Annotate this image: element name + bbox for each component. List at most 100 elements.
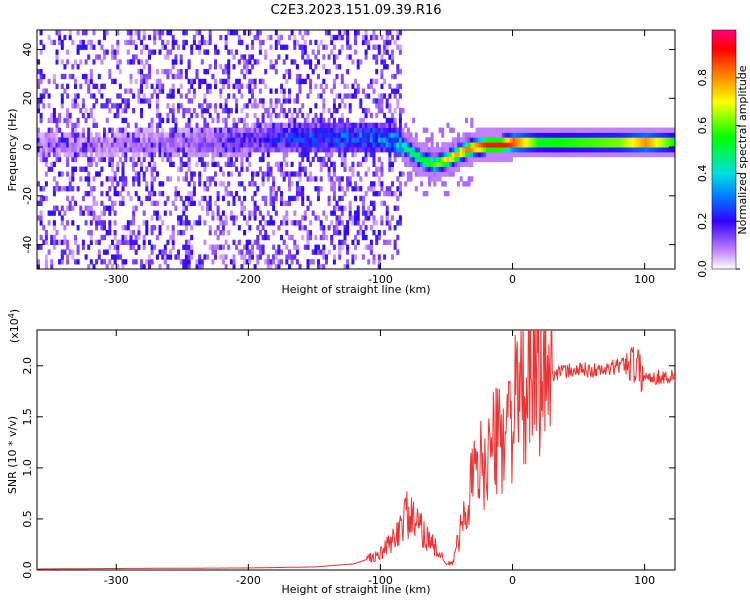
- heat-cell: [361, 254, 365, 260]
- heat-cell: [338, 215, 342, 221]
- heat-cell: [306, 147, 310, 153]
- heat-cell: [472, 132, 476, 138]
- heat-cell: [52, 191, 56, 197]
- heat-cell: [50, 112, 54, 119]
- heat-cell: [121, 176, 125, 182]
- heat-cell: [39, 49, 43, 55]
- heat-cell: [126, 88, 130, 94]
- heat-cell: [354, 220, 357, 226]
- heat-cell: [306, 132, 310, 138]
- heat-cell: [306, 239, 310, 245]
- heat-cell: [369, 239, 373, 245]
- heat-cell: [177, 132, 180, 138]
- heat-cell: [446, 191, 450, 197]
- heat-cell: [97, 147, 101, 153]
- heat-cell: [177, 108, 180, 114]
- heat-cell: [272, 132, 276, 138]
- heat-cell: [163, 147, 167, 153]
- heat-cell: [343, 225, 347, 231]
- heat-cell: [87, 112, 91, 119]
- heat-cell: [391, 122, 394, 128]
- heat-cell: [642, 132, 645, 138]
- heat-cell: [383, 254, 387, 260]
- heat-cell: [388, 54, 392, 60]
- heat-cell: [184, 225, 188, 231]
- heat-cell: [266, 166, 270, 172]
- heat-cell: [47, 117, 51, 124]
- heat-cell: [132, 156, 136, 163]
- heat-cell: [652, 151, 656, 158]
- heat-cell: [248, 259, 252, 265]
- heat-cell: [293, 210, 297, 216]
- heat-cell: [343, 166, 347, 172]
- heat-cell: [568, 137, 571, 143]
- heat-cell: [348, 166, 352, 172]
- heat-cell: [89, 234, 93, 241]
- heat-cell: [89, 161, 93, 167]
- heat-cell: [251, 244, 254, 250]
- heat-cell: [568, 127, 571, 133]
- heat-cell: [314, 244, 318, 250]
- colorbar: 0.00.20.40.60.8 Normalized spectral ampl…: [696, 29, 749, 278]
- heat-cell: [111, 239, 114, 245]
- heat-cell: [565, 127, 569, 133]
- heat-cell: [322, 98, 326, 104]
- heat-cell: [148, 49, 151, 55]
- heat-cell: [359, 176, 363, 182]
- heat-cell: [340, 127, 344, 133]
- heat-cell: [216, 225, 220, 231]
- heat-cell: [332, 147, 336, 153]
- heat-cell: [398, 83, 402, 89]
- heat-cell: [76, 249, 80, 255]
- heat-cell: [44, 264, 48, 269]
- heat-cell: [227, 93, 231, 99]
- heat-cell: [383, 93, 387, 99]
- heat-cell: [425, 161, 429, 167]
- heat-cell: [256, 239, 260, 245]
- heat-cell: [298, 83, 302, 89]
- heat-cell: [118, 59, 122, 65]
- heat-cell: [406, 151, 410, 158]
- heat-cell: [343, 142, 347, 148]
- heat-cell: [169, 249, 173, 255]
- heat-cell: [124, 127, 128, 133]
- heat-cell: [457, 161, 460, 167]
- heat-cell: [182, 30, 186, 36]
- heat-cell: [465, 147, 468, 153]
- heat-cell: [118, 176, 122, 182]
- heat-cell: [140, 127, 143, 133]
- heat-cell: [295, 78, 299, 85]
- heat-cell: [488, 156, 492, 163]
- heat-cell: [377, 132, 381, 138]
- heat-cell: [385, 127, 389, 133]
- heat-cell: [203, 181, 207, 187]
- heat-cell: [388, 127, 392, 133]
- heat-cell: [586, 132, 590, 138]
- heat-cell: [206, 186, 210, 192]
- heat-cell: [81, 142, 85, 148]
- heat-cell: [280, 127, 283, 133]
- heat-cell: [229, 137, 233, 143]
- heat-cell: [171, 108, 175, 114]
- heat-cell: [293, 34, 297, 41]
- heat-cell: [375, 69, 379, 75]
- heat-cell: [274, 39, 278, 46]
- heat-cell: [256, 30, 260, 36]
- heat-cell: [232, 83, 236, 89]
- heat-cell: [311, 156, 315, 163]
- heat-cell: [615, 127, 619, 133]
- heat-cell: [177, 69, 180, 75]
- x-tick-label: 0: [509, 574, 516, 587]
- heat-cell: [549, 137, 553, 143]
- heat-cell: [66, 259, 70, 265]
- heat-cell: [237, 142, 241, 148]
- heat-cell: [71, 151, 75, 158]
- heat-cell: [467, 132, 471, 138]
- heat-cell: [325, 215, 328, 221]
- heat-cell: [84, 147, 88, 153]
- heat-cell: [89, 78, 93, 85]
- heat-cell: [100, 210, 104, 216]
- heat-cell: [145, 186, 149, 192]
- heat-cell: [346, 220, 350, 226]
- heat-cell: [409, 137, 413, 143]
